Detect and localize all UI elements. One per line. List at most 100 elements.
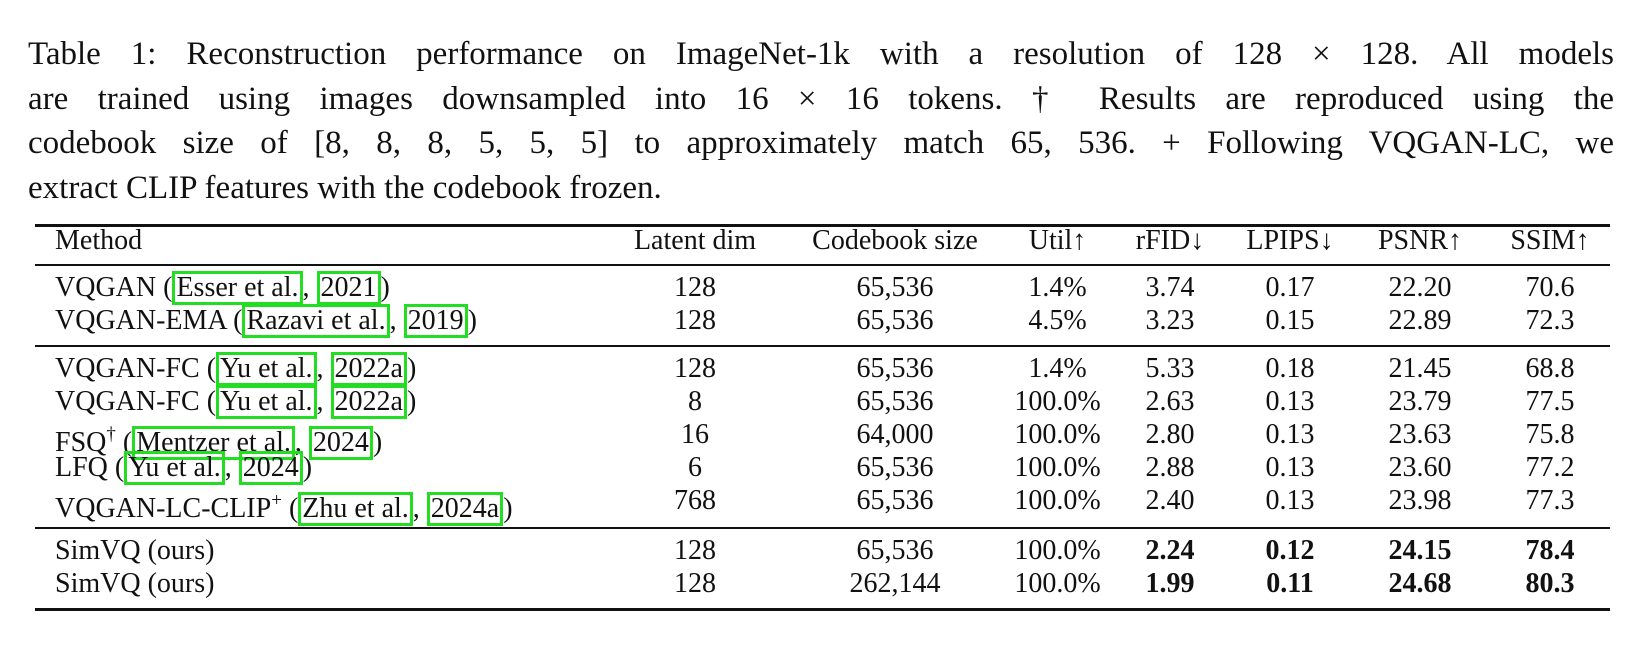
method-name: VQGAN-FC xyxy=(55,386,200,417)
header-util: Util↑ xyxy=(1028,225,1087,256)
lpips-cell: 0.11 xyxy=(1266,568,1314,599)
citation-year-link[interactable]: 2024 xyxy=(238,451,303,485)
util-cell: 100.0% xyxy=(1014,419,1101,450)
util-cell: 100.0% xyxy=(1014,386,1101,417)
lpips-cell: 0.18 xyxy=(1265,353,1315,384)
method-cell: SimVQ (ours) xyxy=(55,567,214,601)
group-rule xyxy=(35,527,1610,529)
method-cell: SimVQ (ours) xyxy=(55,534,214,568)
citation-author-link[interactable]: Zhu et al. xyxy=(298,492,413,526)
method-cell: LFQ (Yu et al., 2024) xyxy=(55,451,313,485)
method-superscript: + xyxy=(271,490,282,511)
table-row: SimVQ (ours) 128 65,536 100.0% 2.24 0.12 24.15… xyxy=(35,534,1610,568)
rfid-cell: 3.74 xyxy=(1145,272,1195,303)
latent-dim-cell: 16 xyxy=(681,419,709,450)
lpips-cell: 0.13 xyxy=(1265,452,1315,483)
top-rule xyxy=(35,224,1610,227)
rfid-cell: 5.33 xyxy=(1145,353,1195,384)
codebook-size-cell: 65,536 xyxy=(856,535,934,566)
bottom-rule xyxy=(35,608,1610,611)
util-cell: 100.0% xyxy=(1014,535,1101,566)
util-cell: 4.5% xyxy=(1028,305,1087,336)
caption-line: are trained using images downsampled int… xyxy=(28,80,1614,117)
lpips-cell: 0.13 xyxy=(1265,419,1315,450)
util-cell: 1.4% xyxy=(1028,353,1087,384)
psnr-cell: 23.98 xyxy=(1388,485,1452,516)
header-rule xyxy=(35,264,1610,266)
psnr-cell: 23.60 xyxy=(1388,452,1452,483)
lpips-cell: 0.13 xyxy=(1265,485,1315,516)
latent-dim-cell: 6 xyxy=(688,452,702,483)
method-name: VQGAN xyxy=(55,272,157,303)
method-name: SimVQ (ours) xyxy=(55,535,215,566)
citation-author-link[interactable]: Yu et al. xyxy=(124,451,225,485)
citation-author-link[interactable]: Yu et al. xyxy=(216,352,317,386)
caption-line: extract CLIP features with the codebook … xyxy=(28,169,662,206)
codebook-size-cell: 65,536 xyxy=(856,452,934,483)
citation-year-link[interactable]: 2019 xyxy=(403,304,468,338)
lpips-cell: 0.12 xyxy=(1265,535,1315,566)
ssim-cell: 70.6 xyxy=(1525,272,1575,303)
header-codebook-size: Codebook size xyxy=(812,225,978,256)
method-name: VQGAN-LC-CLIP xyxy=(55,493,272,524)
psnr-cell: 23.79 xyxy=(1388,386,1452,417)
util-cell: 1.4% xyxy=(1028,272,1087,303)
rfid-cell: 2.24 xyxy=(1145,535,1195,566)
ssim-cell: 72.3 xyxy=(1525,305,1575,336)
table-row: LFQ (Yu et al., 2024) 6 65,536 100.0% 2.88 0.… xyxy=(35,451,1610,485)
header-latent-dim: Latent dim xyxy=(633,225,757,256)
codebook-size-cell: 65,536 xyxy=(856,272,934,303)
psnr-cell: 24.68 xyxy=(1388,568,1452,599)
results-table: Method Latent dim Codebook size Util↑ rF… xyxy=(35,224,1610,636)
latent-dim-cell: 128 xyxy=(674,353,716,384)
latent-dim-cell: 128 xyxy=(674,305,716,336)
citation-year-link[interactable]: 2024a xyxy=(426,492,504,526)
codebook-size-cell: 65,536 xyxy=(856,305,934,336)
method-cell: VQGAN-EMA (Razavi et al., 2019) xyxy=(55,304,477,338)
rfid-cell: 2.80 xyxy=(1145,419,1195,450)
method-cell: VQGAN-FC (Yu et al., 2022a) xyxy=(55,385,417,419)
header-row: Method Latent dim Codebook size Util↑ rF… xyxy=(35,224,1610,258)
codebook-size-cell: 65,536 xyxy=(856,353,934,384)
method-name: FSQ xyxy=(55,427,107,458)
table-caption: Table 1: Reconstruction performance on I… xyxy=(28,32,1614,210)
rfid-cell: 1.99 xyxy=(1145,568,1195,599)
psnr-cell: 21.45 xyxy=(1388,353,1452,384)
codebook-size-cell: 65,536 xyxy=(856,485,934,516)
group-rule xyxy=(35,345,1610,347)
ssim-cell: 77.5 xyxy=(1525,386,1575,417)
psnr-cell: 23.63 xyxy=(1388,419,1452,450)
ssim-cell: 78.4 xyxy=(1525,535,1575,566)
table-row: VQGAN-EMA (Razavi et al., 2019) 128 65,536… xyxy=(35,304,1610,338)
method-cell: VQGAN-FC (Yu et al., 2022a) xyxy=(55,352,417,386)
util-cell: 100.0% xyxy=(1014,568,1101,599)
table-row: VQGAN-LC-CLIP+ (Zhu et al., 2024a) 768 65,… xyxy=(35,484,1610,526)
rfid-cell: 2.63 xyxy=(1145,386,1195,417)
citation-year-link[interactable]: 2021 xyxy=(316,271,381,305)
method-cell: VQGAN (Esser et al., 2021) xyxy=(55,271,390,305)
citation-author-link[interactable]: Esser et al. xyxy=(172,271,303,305)
codebook-size-cell: 65,536 xyxy=(856,386,934,417)
lpips-cell: 0.13 xyxy=(1265,386,1315,417)
method-name: SimVQ (ours) xyxy=(55,568,215,599)
table-row: SimVQ (ours) 128 262,144 100.0% 1.99 0.11 24.6… xyxy=(35,567,1610,601)
caption-line: codebook size of [8, 8, 8, 5, 5, 5] to a… xyxy=(28,125,1614,161)
psnr-cell: 22.20 xyxy=(1388,272,1452,303)
table-row: VQGAN-FC (Yu et al., 2022a) 8 65,536 100.0%… xyxy=(35,385,1610,419)
header-method: Method xyxy=(55,225,143,256)
util-cell: 100.0% xyxy=(1014,452,1101,483)
header-lpips: LPIPS↓ xyxy=(1246,225,1334,256)
rfid-cell: 2.40 xyxy=(1145,485,1195,516)
citation-year-link[interactable]: 2022a xyxy=(330,352,407,386)
lpips-cell: 0.17 xyxy=(1265,272,1315,303)
psnr-cell: 22.89 xyxy=(1388,305,1452,336)
citation-year-link[interactable]: 2024 xyxy=(308,426,373,460)
citation-year-link[interactable]: 2022a xyxy=(330,385,407,419)
header-ssim: SSIM↑ xyxy=(1510,225,1590,256)
citation-author-link[interactable]: Razavi et al. xyxy=(242,304,390,338)
citation-author-link[interactable]: Yu et al. xyxy=(216,385,317,419)
ssim-cell: 77.2 xyxy=(1525,452,1575,483)
table-row: FSQ† (Mentzer et al., 2024) 16 64,000 100.0… xyxy=(35,418,1610,460)
latent-dim-cell: 128 xyxy=(674,272,716,303)
latent-dim-cell: 128 xyxy=(674,535,716,566)
